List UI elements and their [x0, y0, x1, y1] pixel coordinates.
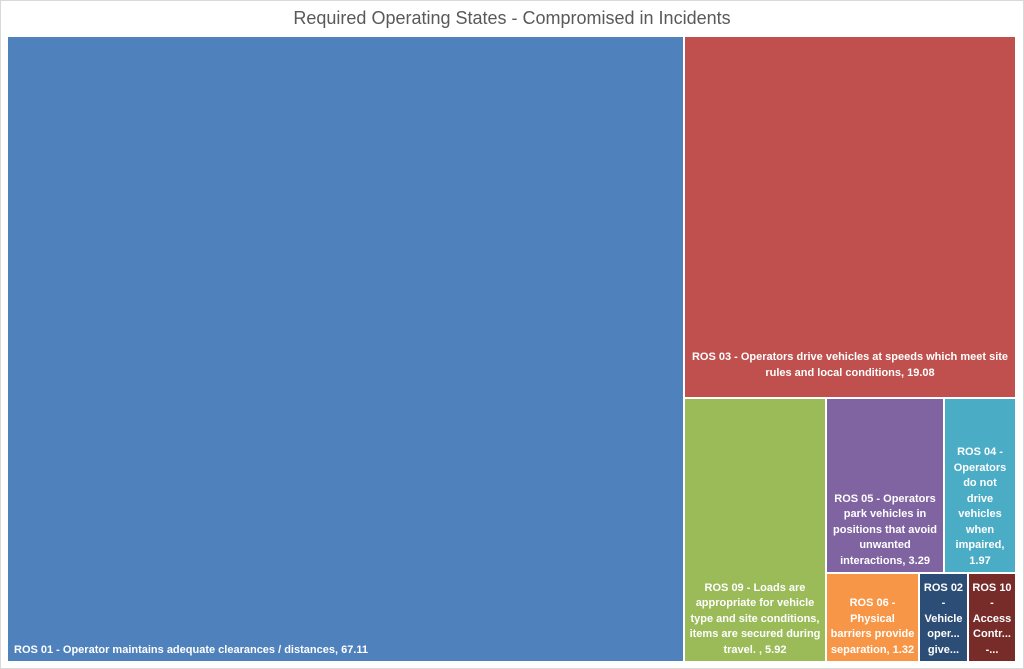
treemap-tile-ros-01: ROS 01 - Operator maintains adequate cle…	[8, 37, 683, 661]
tile-data-label: ROS 09 - Loads are appropriate for vehic…	[689, 581, 821, 656]
tile-data-label: ROS 04 - Operators do not drive vehicles…	[953, 446, 1007, 567]
tile-data-label: ROS 01 - Operator maintains adequate cle…	[14, 643, 368, 656]
tile-data-label: ROS 03 - Operators drive vehicles at spe…	[691, 351, 1009, 379]
tile-data-label: ROS 10 - Access Contr... -...	[972, 581, 1012, 656]
tile-data-label: ROS 05 - Operators park vehicles in posi…	[833, 492, 937, 567]
treemap-tile-ros-04: ROS 04 - Operators do not drive vehicles…	[945, 399, 1015, 572]
tile-data-label: ROS 02 - Vehicle oper... give...	[923, 581, 964, 656]
treemap-tile-ros-06: ROS 06 - Physical barriers provide separ…	[827, 574, 918, 661]
treemap-tile-ros-09: ROS 09 - Loads are appropriate for vehic…	[685, 399, 825, 661]
treemap-tile-ros-02: ROS 02 - Vehicle oper... give...	[920, 574, 967, 661]
chart-title: Required Operating States - Compromised …	[293, 8, 731, 28]
treemap-tile-ros-10: ROS 10 - Access Contr... -...	[969, 574, 1015, 661]
tile-data-label: ROS 06 - Physical barriers provide separ…	[830, 597, 915, 656]
treemap-tile-ros-05: ROS 05 - Operators park vehicles in posi…	[827, 399, 943, 572]
treemap-tile-ros-03: ROS 03 - Operators drive vehicles at spe…	[685, 37, 1015, 397]
